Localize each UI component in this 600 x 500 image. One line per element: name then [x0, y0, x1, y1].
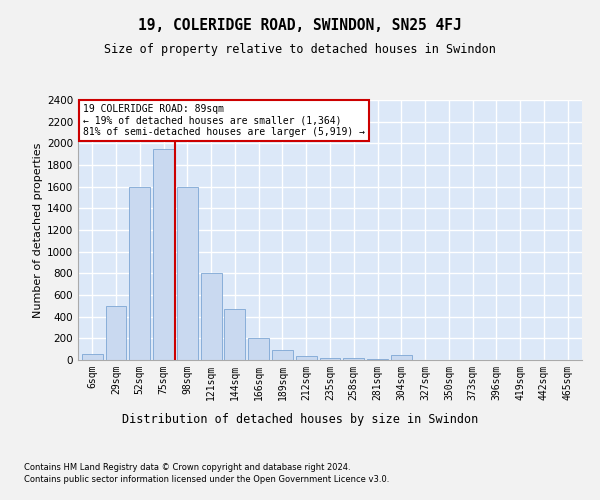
- Bar: [343, 358, 364, 360]
- Y-axis label: Number of detached properties: Number of detached properties: [33, 142, 43, 318]
- Bar: [296, 356, 317, 360]
- Bar: [130, 186, 150, 360]
- Bar: [106, 306, 127, 360]
- Text: 19, COLERIDGE ROAD, SWINDON, SN25 4FJ: 19, COLERIDGE ROAD, SWINDON, SN25 4FJ: [138, 18, 462, 32]
- Bar: [82, 354, 103, 360]
- Text: Contains public sector information licensed under the Open Government Licence v3: Contains public sector information licen…: [24, 475, 389, 484]
- Bar: [391, 354, 412, 360]
- Text: 19 COLERIDGE ROAD: 89sqm
← 19% of detached houses are smaller (1,364)
81% of sem: 19 COLERIDGE ROAD: 89sqm ← 19% of detach…: [83, 104, 365, 137]
- Text: Contains HM Land Registry data © Crown copyright and database right 2024.: Contains HM Land Registry data © Crown c…: [24, 462, 350, 471]
- Bar: [248, 338, 269, 360]
- Bar: [224, 308, 245, 360]
- Bar: [177, 186, 198, 360]
- Bar: [153, 149, 174, 360]
- Bar: [272, 350, 293, 360]
- Text: Size of property relative to detached houses in Swindon: Size of property relative to detached ho…: [104, 42, 496, 56]
- Text: Distribution of detached houses by size in Swindon: Distribution of detached houses by size …: [122, 412, 478, 426]
- Bar: [320, 358, 340, 360]
- Bar: [200, 274, 221, 360]
